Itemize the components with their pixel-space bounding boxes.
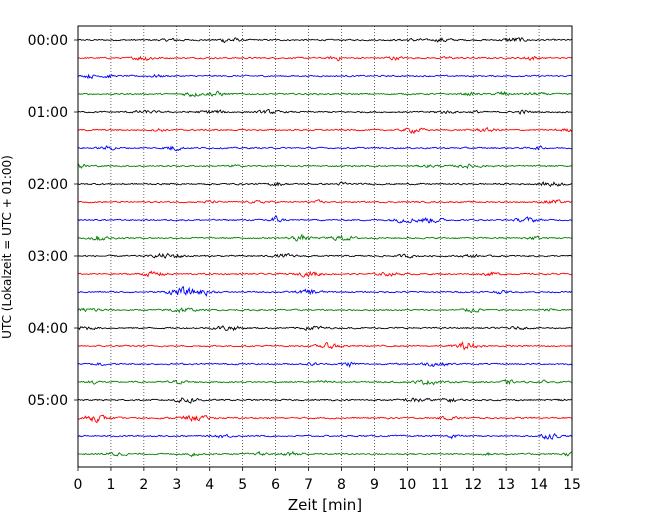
- seismic-trace: [77, 378, 573, 386]
- x-axis: 0 1 2 3 4 5 6 7 8 9 10 11 12 13 14 15: [74, 467, 581, 493]
- seismic-trace: [77, 233, 573, 242]
- seismic-trace: [77, 307, 573, 314]
- seismic-trace: [77, 432, 573, 440]
- x-tick-label: 6: [271, 477, 280, 493]
- traces: [77, 37, 573, 458]
- seismic-trace: [77, 37, 573, 44]
- x-tick-label: 4: [205, 477, 214, 493]
- y-tick-label: 02:00: [28, 177, 68, 193]
- seismic-trace: [77, 199, 573, 204]
- plot-frame: [77, 25, 573, 468]
- x-axis-label: Zeit [min]: [288, 496, 362, 514]
- seismic-trace: [77, 215, 573, 224]
- y-tick-label: 05:00: [28, 393, 68, 409]
- seismic-trace: [77, 286, 573, 297]
- x-tick-label: 14: [530, 477, 548, 493]
- y-tick-label: 00:00: [28, 33, 68, 49]
- x-tick-label: 3: [172, 477, 181, 493]
- seismic-trace: [77, 55, 573, 62]
- seismic-trace: [77, 361, 573, 368]
- seismic-trace: [77, 181, 573, 187]
- seismic-trace: [77, 109, 573, 116]
- x-tick-label: 8: [337, 477, 346, 493]
- x-tick-label: 5: [238, 477, 247, 493]
- x-tick-label: 11: [431, 477, 449, 493]
- x-tick-label: 12: [464, 477, 482, 493]
- x-tick-label: 15: [563, 477, 581, 493]
- seismic-trace: [77, 414, 573, 424]
- seismic-trace: [77, 126, 573, 135]
- x-tick-label: 10: [398, 477, 416, 493]
- y-axis-label: UTC (Lokalzeit = UTC + 01:00): [0, 155, 14, 339]
- seismic-trace: [77, 90, 573, 98]
- x-tick-label: 9: [370, 477, 379, 493]
- x-tick-label: 0: [74, 477, 83, 493]
- y-tick-label: 04:00: [28, 321, 68, 337]
- seismic-trace: [77, 397, 573, 404]
- seismic-trace: [77, 341, 573, 351]
- x-tick-label: 1: [106, 477, 115, 493]
- y-tick-label: 03:00: [28, 249, 68, 265]
- x-tick-label: 13: [497, 477, 515, 493]
- seismic-trace: [77, 252, 573, 259]
- y-axis: 00:00 01:00 02:00 03:00 04:00 05:00: [28, 33, 78, 409]
- seismic-trace: [77, 145, 573, 152]
- seismic-trace: [77, 270, 573, 278]
- seismic-trace: [77, 325, 573, 332]
- y-tick-label: 01:00: [28, 105, 68, 121]
- x-tick-label: 7: [304, 477, 313, 493]
- seismic-trace: [77, 450, 573, 458]
- seismic-trace: [77, 163, 573, 170]
- seismic-trace: [77, 73, 573, 80]
- x-tick-label: 2: [139, 477, 148, 493]
